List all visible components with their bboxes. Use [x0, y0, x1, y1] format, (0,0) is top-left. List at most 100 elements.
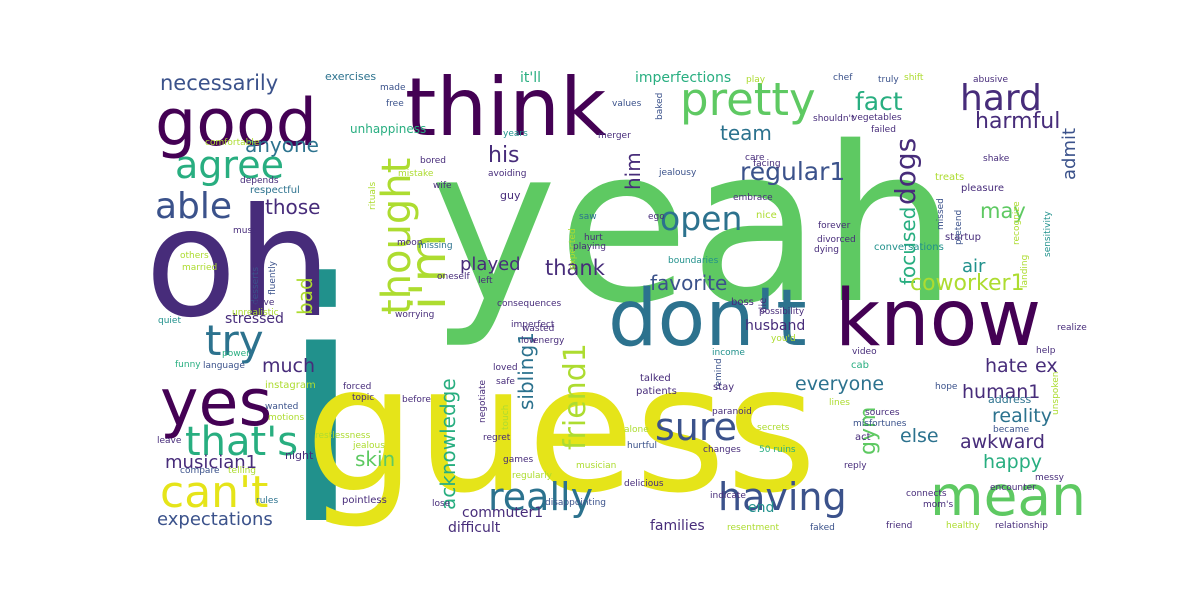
word-dying: dying — [814, 245, 839, 255]
word-worrying: worrying — [395, 310, 434, 320]
word-motions: motions — [268, 413, 305, 423]
word-facing: facing — [753, 159, 781, 169]
word-mean: mean — [930, 464, 1086, 528]
word-hope: hope — [935, 382, 958, 392]
word-i: i — [275, 214, 367, 598]
word-die: die — [758, 298, 769, 313]
word-played: played — [460, 254, 521, 275]
word-able: able — [155, 186, 232, 227]
word-talked: talked — [640, 373, 671, 384]
word-years: years — [503, 129, 528, 139]
word-act: act — [855, 432, 871, 443]
word-anyone: anyone — [245, 133, 319, 157]
word-cab: cab — [851, 360, 869, 371]
word-relationship: relationship — [995, 521, 1048, 531]
word-regularly: regularly — [512, 471, 553, 481]
word-leave: leave — [157, 436, 182, 446]
word-power: power — [222, 349, 250, 359]
word-hate: hate — [985, 355, 1028, 377]
word-skin: skin — [355, 447, 395, 471]
word-having: having — [718, 475, 847, 519]
word-left: left — [478, 276, 493, 286]
word-gym: gym — [856, 407, 881, 455]
word-oh: oh — [145, 177, 332, 351]
word-difficult: difficult — [448, 520, 501, 536]
word-stay: stay — [713, 382, 734, 393]
word-alone: alone — [624, 425, 649, 435]
word-secrets: secrets — [757, 423, 790, 433]
word-fact: fact — [855, 87, 903, 116]
word-mom-s: mom's — [923, 500, 954, 510]
word-alive: alive — [253, 298, 275, 308]
word-missing: missing — [418, 241, 453, 251]
word-respectful: respectful — [250, 185, 300, 196]
word-much: much — [262, 355, 315, 377]
word-necessarily: necessarily — [160, 71, 278, 95]
word-paranoid: paranoid — [712, 407, 752, 417]
word-him: him — [621, 152, 645, 190]
word-missed: missed — [936, 198, 946, 230]
word-wanted: wanted — [265, 402, 298, 412]
word-agree: agree — [175, 143, 284, 187]
word-bored: bored — [420, 156, 446, 166]
word-shake: shake — [983, 154, 1010, 164]
word-sources: sources — [865, 408, 900, 418]
word-reality: reality — [992, 405, 1052, 427]
word-comfortable: comfortable — [205, 138, 260, 148]
word-yeah: yeah — [430, 100, 958, 351]
word-baked: baked — [655, 93, 665, 120]
word-recognize: recognize — [1012, 201, 1022, 245]
word-treats: treats — [935, 172, 964, 183]
word-forever: forever — [818, 221, 851, 231]
word-you-d: you'd — [771, 334, 796, 344]
word-language: language — [203, 361, 245, 371]
word-misfortunes: misfortunes — [853, 419, 907, 429]
word-don-t: don't — [608, 274, 807, 364]
word-stressed: stressed — [225, 311, 284, 327]
word-chef: chef — [833, 73, 853, 83]
word-indicate: indicate — [710, 491, 746, 501]
word-messy: messy — [1035, 473, 1065, 483]
word-acknowledge: acknowledge — [436, 378, 460, 510]
word-human1: human1 — [962, 381, 1040, 403]
word-bad: bad — [293, 277, 317, 315]
word-families: families — [650, 518, 705, 534]
word-moon: moon — [397, 238, 422, 248]
word-know: know — [835, 274, 1041, 364]
word-expected: expected — [568, 228, 578, 270]
word-pretend: pretend — [954, 210, 964, 245]
word-expectations: expectations — [157, 509, 273, 530]
word-else: else — [900, 425, 939, 447]
word-unhappiness: unhappiness — [350, 122, 426, 136]
word-thought: thought — [374, 158, 420, 315]
word-hurtful: hurtful — [627, 441, 657, 451]
word-possibility: possibility — [759, 307, 805, 317]
word-pretty: pretty — [680, 73, 816, 126]
word-encounter: encounter — [990, 483, 1036, 493]
word-income: income — [712, 348, 745, 358]
word-address: address — [988, 393, 1031, 406]
word-coworker1: coworker1 — [910, 271, 1025, 296]
word-funny: funny — [175, 360, 201, 370]
word-exercises: exercises — [325, 70, 376, 83]
word-conversations: conversations — [874, 242, 944, 253]
word-can-t: can't — [160, 467, 268, 518]
word-i-m: i'm — [399, 234, 457, 310]
word-truly: truly — [878, 75, 899, 85]
word-rules: rules — [256, 496, 278, 506]
word-compare: compare — [180, 466, 220, 476]
word-divorced: divorced — [817, 235, 856, 245]
word-awkward: awkward — [960, 431, 1045, 453]
word-playing: playing — [573, 242, 606, 252]
word-play: play — [746, 75, 766, 85]
word-night: night — [285, 449, 314, 462]
word-air: air — [962, 256, 986, 277]
word-hurt: hurt — [584, 233, 603, 243]
word-commuter1: commuter1 — [462, 505, 543, 521]
word-those: those — [265, 195, 320, 219]
word-yes: yes — [160, 366, 272, 441]
word-depends: depends — [240, 176, 279, 186]
word-his: his — [488, 143, 520, 168]
word-instagram: instagram — [265, 380, 316, 391]
